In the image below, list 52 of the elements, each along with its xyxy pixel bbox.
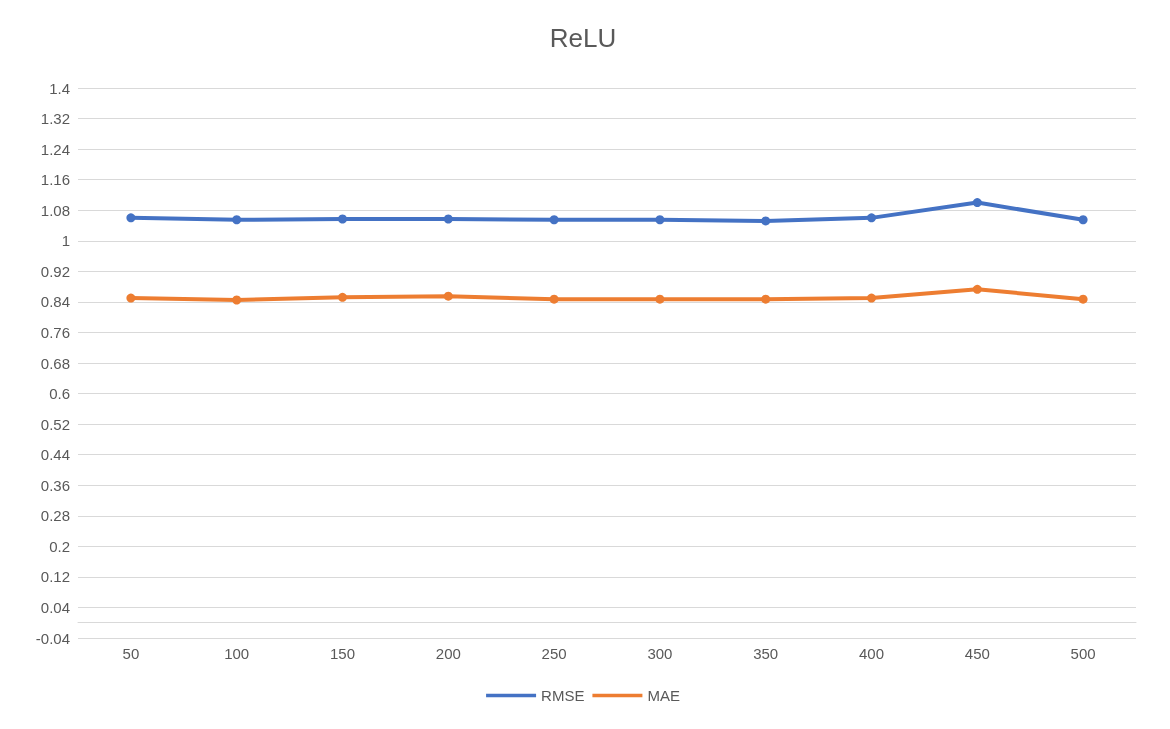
- point: [655, 215, 665, 225]
- y-tick-label: 0.36: [40, 476, 70, 494]
- y-tick-label: 0.52: [40, 415, 70, 433]
- point: [549, 294, 559, 304]
- x-tick-label: 300: [647, 645, 673, 662]
- x-tick-label: 500: [1070, 645, 1096, 662]
- y-tick-label: 0.6: [49, 385, 70, 403]
- y-tick-label: 0.84: [40, 293, 70, 311]
- point: [126, 213, 136, 223]
- y-tick-label: -0.04: [35, 629, 70, 647]
- point: [232, 295, 242, 305]
- point: [761, 216, 771, 226]
- chart-title: ReLU: [549, 23, 617, 53]
- x-tick-label: 450: [964, 645, 990, 662]
- point: [443, 214, 453, 224]
- y-tick-label: 0.92: [40, 262, 70, 280]
- point: [867, 213, 876, 223]
- point: [867, 293, 876, 303]
- point: [338, 292, 347, 302]
- y-tick-label: 0.2: [49, 537, 70, 555]
- point: [126, 293, 136, 303]
- x-tick-label: 150: [329, 645, 356, 662]
- point: [549, 215, 559, 225]
- y-tick-label: 0.28: [40, 507, 70, 525]
- y-tick-label: 0.68: [40, 354, 70, 372]
- point: [232, 215, 242, 225]
- point: [761, 294, 771, 304]
- y-tick-label: 0.04: [40, 598, 70, 616]
- x-tick-label: 250: [541, 645, 567, 662]
- y-tick-label: 1.24: [40, 140, 70, 158]
- point: [1078, 294, 1088, 304]
- y-tick-label: 0.44: [40, 446, 70, 464]
- point: [655, 294, 665, 304]
- point: [443, 291, 453, 301]
- y-tick-label: 1.08: [40, 201, 70, 219]
- point: [972, 284, 982, 294]
- y-tick-label: 1.16: [40, 171, 70, 189]
- x-tick-label: 50: [122, 645, 140, 662]
- x-tick-label: 200: [435, 645, 461, 662]
- y-tick-label: 0.76: [40, 323, 70, 341]
- legend-label: MAE: [647, 687, 680, 704]
- point: [338, 214, 347, 224]
- y-tick-label: 0.12: [40, 568, 70, 586]
- y-tick-label: 1.32: [40, 110, 70, 128]
- y-tick-label: 1.4: [49, 79, 70, 97]
- legend-label: RMSE: [541, 687, 585, 704]
- x-tick-label: 100: [224, 645, 250, 662]
- y-tick-label: 1: [61, 232, 70, 250]
- x-tick-label: 350: [753, 645, 779, 662]
- x-tick-label: 400: [858, 645, 885, 662]
- point: [1078, 215, 1088, 225]
- point: [972, 198, 982, 208]
